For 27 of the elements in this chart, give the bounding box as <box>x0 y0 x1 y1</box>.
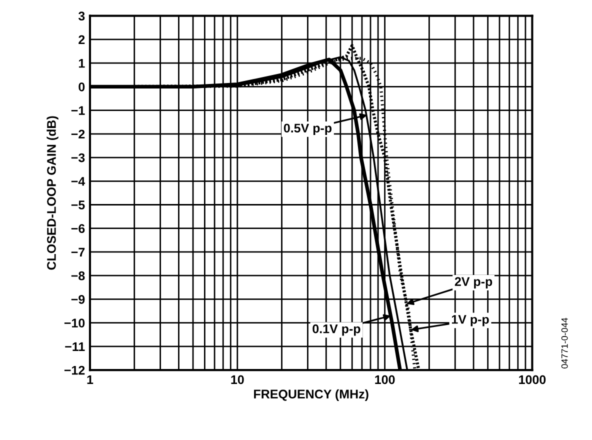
x-tick-label: 1000 <box>519 375 546 384</box>
y-tick-label: 1 <box>78 58 85 68</box>
x-axis-title: FREQUENCY (MHz) <box>254 389 368 401</box>
x-tick-label: 100 <box>375 375 395 384</box>
y-tick-label: −7 <box>71 248 85 257</box>
y-tick-label: −2 <box>71 130 85 138</box>
y-tick-label: 2 <box>78 35 85 44</box>
y-tick-label: −11 <box>65 342 85 351</box>
annotation: 0.5V p-p <box>284 124 332 136</box>
y-axis-title: CLOSED-LOOP GAIN (dB) <box>46 116 58 270</box>
y-tick-label: 3 <box>78 12 85 21</box>
y-tick-label: −9 <box>71 295 85 304</box>
text: 04771-0-044 <box>561 318 568 368</box>
y-tick-label: −1 <box>71 106 85 115</box>
y-tick-label: −5 <box>71 200 85 210</box>
annotation: 1V p-p <box>452 315 489 326</box>
annotation: 2V p-p <box>454 277 492 288</box>
y-tick-label: 0 <box>78 82 85 92</box>
x-tick-label: 10 <box>231 375 244 384</box>
y-tick-label: −8 <box>71 271 85 280</box>
x-tick-label: 1 <box>87 375 94 384</box>
y-tick-label: −3 <box>71 153 85 162</box>
y-tick-label: −10 <box>64 318 85 328</box>
annotation: 0.1V p-p <box>312 324 360 336</box>
y-tick-label: −6 <box>71 224 85 234</box>
y-tick-label: −4 <box>71 177 86 186</box>
y-tick-label: −12 <box>64 366 85 375</box>
